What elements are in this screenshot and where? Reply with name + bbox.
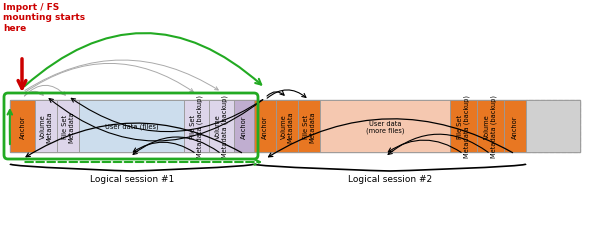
Bar	[504, 101, 526, 152]
Text: Logical session #1: Logical session #1	[90, 174, 174, 183]
Bar	[234, 101, 254, 152]
Bar	[254, 101, 276, 152]
Bar	[477, 101, 504, 152]
Bar	[184, 101, 209, 152]
Text: User data
(more files): User data (more files)	[366, 120, 404, 133]
Bar	[526, 101, 580, 152]
Text: Volume
Metadata (backup): Volume Metadata (backup)	[215, 95, 228, 158]
Text: Volume
Metadata (backup): Volume Metadata (backup)	[484, 95, 497, 158]
Text: File Set
Metadata (backup): File Set Metadata (backup)	[190, 95, 203, 158]
Text: Volume
Metadata: Volume Metadata	[281, 111, 293, 142]
Text: Anchor: Anchor	[241, 115, 247, 138]
Bar	[276, 101, 298, 152]
Bar	[57, 101, 79, 152]
Text: File Set
Metadata: File Set Metadata	[62, 111, 74, 142]
Text: Anchor: Anchor	[19, 115, 25, 138]
Text: Anchor: Anchor	[262, 115, 268, 138]
Text: Import / FS
mounting starts
here: Import / FS mounting starts here	[3, 3, 85, 33]
Text: User data (files): User data (files)	[104, 123, 158, 130]
Bar	[526, 101, 580, 152]
Bar	[10, 101, 35, 152]
Bar	[320, 101, 450, 152]
Text: File Set
Metadata: File Set Metadata	[303, 111, 315, 142]
Text: Volume
Metadata: Volume Metadata	[40, 111, 53, 142]
Text: File Set
Metadata (backup): File Set Metadata (backup)	[457, 95, 470, 158]
Bar	[298, 101, 320, 152]
Bar	[10, 101, 580, 152]
Text: Anchor: Anchor	[512, 115, 518, 138]
Text: Logical session #2: Logical session #2	[348, 174, 432, 183]
Bar	[35, 101, 57, 152]
Bar	[79, 101, 184, 152]
Bar	[209, 101, 234, 152]
Bar	[450, 101, 477, 152]
